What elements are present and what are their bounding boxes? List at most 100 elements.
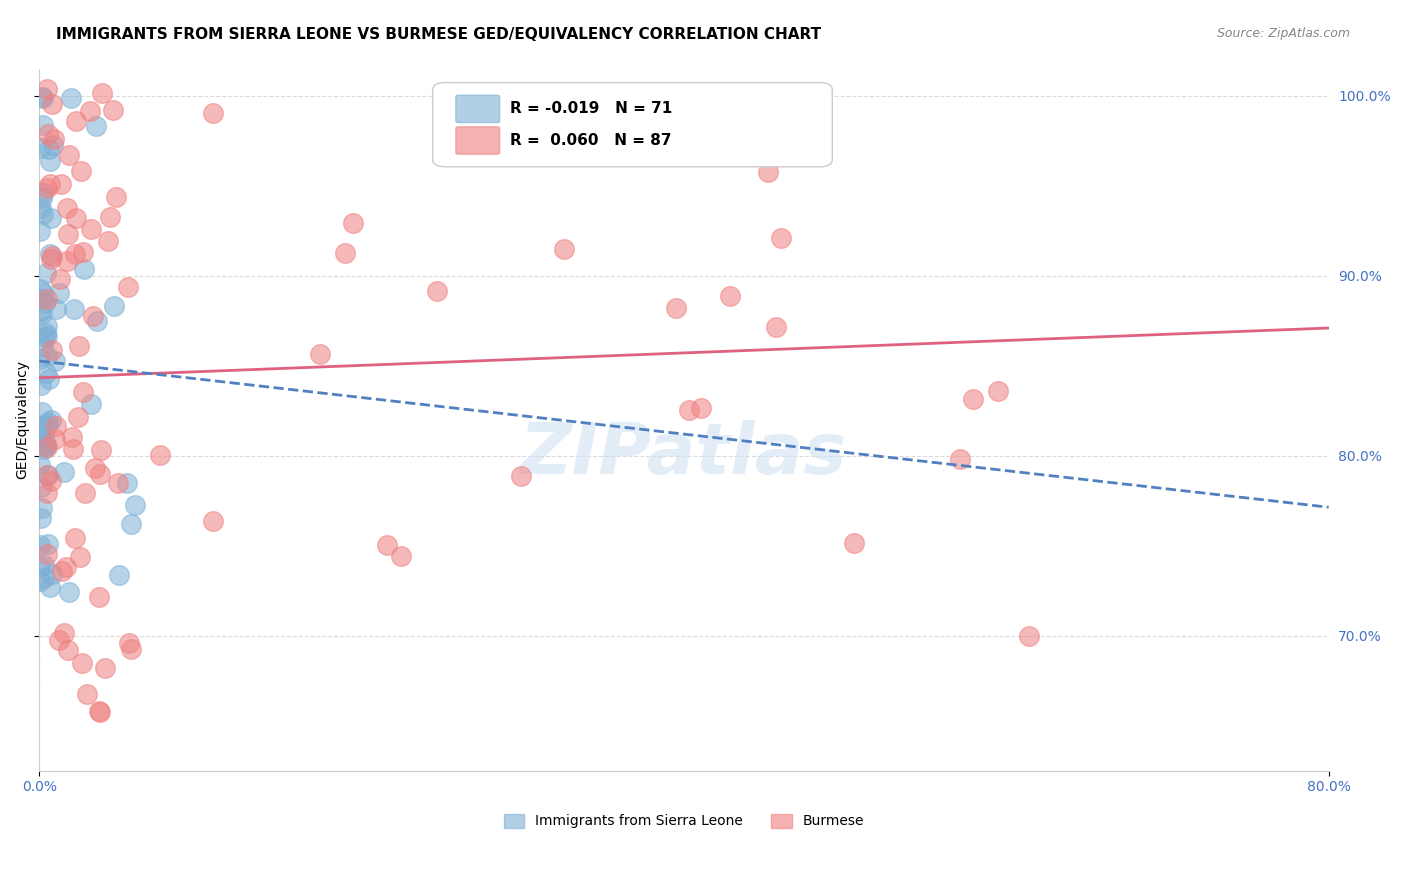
Point — [37, 468, 59, 483]
FancyBboxPatch shape — [456, 127, 499, 154]
Point — [30, 574, 52, 588]
Point — [103, 299, 125, 313]
Point — [678, 403, 700, 417]
Point — [39, 211, 62, 225]
Point — [962, 392, 984, 407]
Point — [41, 249, 63, 263]
Point — [426, 284, 449, 298]
Point — [612, 98, 634, 112]
Point — [37, 415, 59, 429]
Point — [309, 347, 332, 361]
Point — [30, 458, 52, 472]
Point — [38, 142, 60, 156]
Point — [201, 514, 224, 528]
Point — [120, 641, 142, 656]
Text: IMMIGRANTS FROM SIERRA LEONE VS BURMESE GED/EQUIVALENCY CORRELATION CHART: IMMIGRANTS FROM SIERRA LEONE VS BURMESE … — [56, 27, 821, 42]
Point — [30, 282, 52, 296]
Point — [49, 177, 72, 191]
Point — [718, 289, 741, 303]
Point — [53, 626, 76, 640]
Point — [89, 705, 111, 719]
Point — [42, 138, 65, 153]
Point — [65, 211, 87, 226]
Point — [55, 560, 77, 574]
Point — [34, 330, 56, 344]
Point — [65, 114, 87, 128]
Point — [39, 413, 62, 427]
Point — [32, 118, 55, 132]
Point — [30, 511, 52, 525]
Point — [60, 91, 83, 105]
Point — [765, 320, 787, 334]
Legend: Immigrants from Sierra Leone, Burmese: Immigrants from Sierra Leone, Burmese — [498, 808, 870, 834]
Point — [86, 314, 108, 328]
Point — [39, 154, 62, 169]
Point — [48, 285, 70, 300]
Text: R = -0.019   N = 71: R = -0.019 N = 71 — [510, 101, 672, 116]
Point — [756, 165, 779, 179]
Point — [39, 474, 62, 488]
Text: ZIPatlas: ZIPatlas — [520, 420, 848, 489]
Point — [37, 440, 59, 454]
Point — [30, 351, 52, 366]
Point — [52, 465, 75, 479]
Point — [335, 245, 357, 260]
Point — [377, 538, 399, 552]
Point — [32, 338, 55, 352]
Point — [37, 547, 59, 561]
Point — [34, 442, 56, 457]
Point — [80, 397, 103, 411]
Point — [35, 329, 58, 343]
Point — [38, 372, 60, 386]
Point — [117, 280, 139, 294]
Point — [949, 451, 972, 466]
Point — [31, 285, 53, 300]
Point — [58, 643, 80, 657]
Point — [37, 127, 59, 141]
Point — [553, 242, 575, 256]
Point — [30, 141, 52, 155]
Point — [44, 432, 66, 446]
Point — [37, 467, 59, 482]
Point — [104, 189, 127, 203]
Point — [37, 318, 59, 333]
Point — [107, 475, 129, 490]
Point — [30, 303, 52, 318]
Point — [32, 186, 55, 201]
Point — [86, 120, 108, 134]
Point — [94, 661, 117, 675]
Point — [30, 538, 52, 552]
Point — [63, 531, 86, 545]
Point — [37, 81, 59, 95]
Point — [120, 516, 142, 531]
Point — [32, 91, 55, 105]
Point — [30, 201, 52, 215]
Point — [1018, 629, 1040, 643]
Point — [149, 448, 172, 462]
Point — [39, 580, 62, 594]
Point — [98, 210, 121, 224]
Point — [581, 145, 603, 160]
Point — [35, 439, 58, 453]
Point — [72, 245, 94, 260]
Point — [90, 86, 112, 100]
Point — [31, 90, 53, 104]
Point — [58, 585, 80, 599]
Point — [79, 222, 101, 236]
Point — [124, 498, 146, 512]
Point — [70, 657, 93, 671]
Point — [67, 339, 90, 353]
Point — [389, 549, 412, 563]
Point — [31, 500, 53, 515]
Point — [31, 306, 53, 320]
Point — [44, 418, 66, 433]
Point — [48, 272, 70, 286]
Point — [37, 537, 59, 551]
Point — [35, 326, 58, 340]
Point — [31, 191, 53, 205]
Point — [55, 254, 77, 268]
Point — [82, 309, 104, 323]
Point — [41, 343, 63, 358]
Point — [39, 247, 62, 261]
Point — [72, 385, 94, 400]
